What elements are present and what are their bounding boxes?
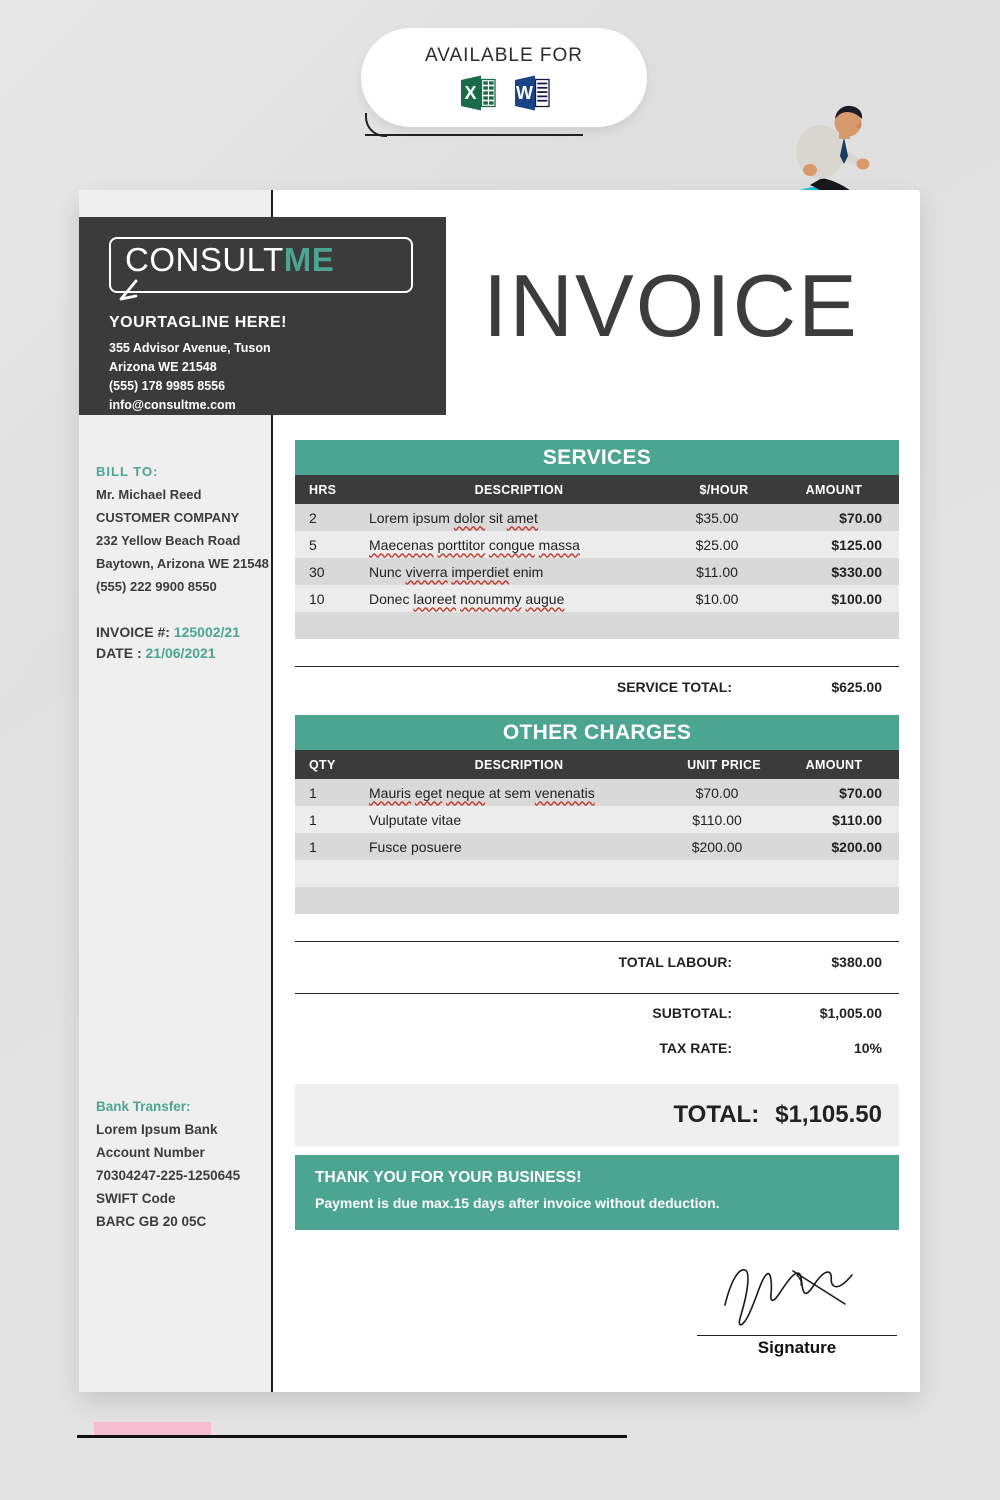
svg-text:W: W (516, 83, 533, 103)
svg-text:X: X (464, 83, 476, 103)
